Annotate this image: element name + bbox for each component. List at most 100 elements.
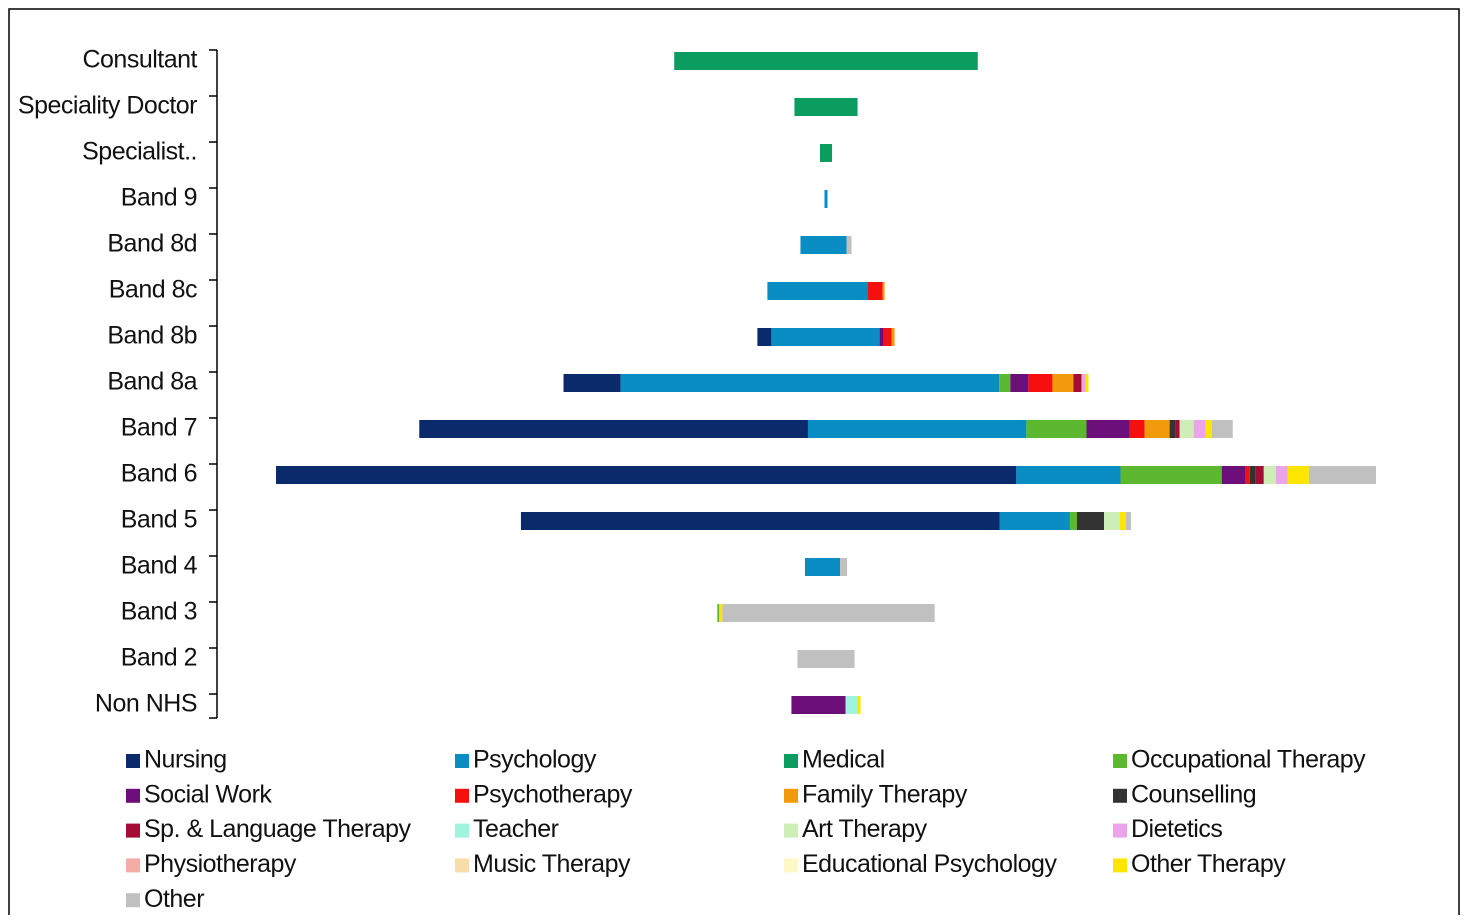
bar-segment bbox=[520, 512, 1000, 530]
bar-segment bbox=[1144, 420, 1170, 438]
legend-swatch bbox=[126, 823, 140, 838]
bar-segment bbox=[419, 420, 808, 438]
y-tick-label: Band 8c bbox=[109, 276, 197, 304]
y-tick-label: Band 3 bbox=[121, 598, 197, 626]
legend-swatch bbox=[784, 823, 798, 838]
bar-segment bbox=[719, 604, 723, 622]
bar-segment bbox=[1052, 374, 1074, 392]
bar-segment bbox=[791, 696, 846, 714]
bar-segment bbox=[1179, 420, 1194, 438]
bar-segment bbox=[857, 696, 861, 714]
bar-segment bbox=[1175, 420, 1180, 438]
bar-segment bbox=[819, 144, 833, 162]
bar-segment bbox=[1249, 466, 1256, 484]
bar-segment bbox=[999, 512, 1070, 530]
y-tick-label: Band 8d bbox=[107, 230, 197, 258]
legend-swatch bbox=[126, 788, 140, 803]
bar-segment bbox=[804, 558, 841, 576]
legend-swatch bbox=[455, 823, 469, 838]
bar-segment bbox=[882, 282, 885, 300]
legend-label: Educational Psychology bbox=[802, 850, 1057, 878]
bar-segment bbox=[717, 604, 720, 622]
bar-segment bbox=[722, 604, 935, 622]
legend-label: Music Therapy bbox=[473, 850, 631, 878]
bar-segment bbox=[1169, 420, 1176, 438]
y-tick-label: Speciality Doctor bbox=[18, 92, 197, 120]
legend-swatch bbox=[1113, 754, 1127, 768]
bar-segment bbox=[1245, 466, 1250, 484]
bar-segment bbox=[879, 328, 884, 346]
bar-segment bbox=[1308, 466, 1376, 484]
bar-segment bbox=[1016, 466, 1121, 484]
bar-segment bbox=[1255, 466, 1264, 484]
legend-label: Social Work bbox=[144, 780, 272, 808]
y-tick-label: Band 2 bbox=[121, 644, 197, 672]
bar-segment bbox=[563, 374, 621, 392]
legend-swatch bbox=[126, 858, 140, 873]
bar-segment bbox=[1104, 512, 1121, 530]
bar-segment bbox=[1081, 374, 1086, 392]
y-tick-label: Non NHS bbox=[95, 690, 197, 718]
bar-segment bbox=[867, 282, 883, 300]
bar-segment bbox=[1211, 420, 1233, 438]
legend-label: Physiotherapy bbox=[144, 850, 297, 878]
bar-segment bbox=[1287, 466, 1309, 484]
legend-swatch bbox=[1113, 788, 1127, 803]
bar-segment bbox=[1120, 512, 1127, 530]
bar-segment bbox=[891, 328, 895, 346]
legend-swatch bbox=[126, 893, 140, 908]
bar-segment bbox=[1263, 466, 1276, 484]
bar-segment bbox=[1010, 374, 1029, 392]
legend-label: Other Therapy bbox=[1131, 850, 1286, 878]
bar-segment bbox=[1126, 512, 1132, 530]
y-tick-label: Band 7 bbox=[121, 414, 197, 442]
legend-label: Dietetics bbox=[1131, 815, 1222, 843]
legend-swatch bbox=[455, 788, 469, 803]
legend-label: Psychology bbox=[473, 746, 597, 774]
y-tick-label: Band 9 bbox=[121, 184, 197, 212]
legend-label: Counselling bbox=[1131, 780, 1256, 808]
legend-swatch bbox=[126, 754, 140, 768]
legend-label: Occupational Therapy bbox=[1131, 746, 1366, 774]
frame bbox=[8, 8, 1460, 920]
legend-swatch bbox=[1113, 823, 1127, 838]
y-tick-label: Consultant bbox=[82, 46, 197, 74]
bar-segment bbox=[1221, 466, 1246, 484]
bar-segment bbox=[674, 52, 978, 70]
bar-segment bbox=[999, 374, 1011, 392]
bar-segment bbox=[771, 328, 880, 346]
bar-segment bbox=[800, 236, 847, 254]
bar-segment bbox=[276, 466, 1017, 484]
legend-label: Other bbox=[144, 885, 204, 913]
bar-segment bbox=[845, 696, 858, 714]
bar-segment bbox=[794, 98, 858, 116]
legend-label: Nursing bbox=[144, 746, 227, 774]
legend-label: Family Therapy bbox=[802, 780, 968, 808]
y-tick-label: Band 5 bbox=[121, 506, 197, 534]
bar-segment bbox=[883, 328, 892, 346]
legend-label: Psychotherapy bbox=[473, 780, 633, 808]
bar-segment bbox=[846, 236, 852, 254]
legend-label: Art Therapy bbox=[802, 815, 928, 843]
bar-segment bbox=[1129, 420, 1145, 438]
bar-segment bbox=[767, 282, 868, 300]
legend-swatch bbox=[455, 754, 469, 768]
y-tick-label: Band 6 bbox=[121, 460, 197, 488]
y-tick-label: Specialist.. bbox=[82, 138, 197, 166]
legend-swatch bbox=[784, 754, 798, 768]
bar-segment bbox=[620, 374, 1000, 392]
bar-segment bbox=[1275, 466, 1288, 484]
legend-swatch bbox=[784, 858, 798, 873]
legend-label: Teacher bbox=[473, 815, 559, 843]
legend-label: Medical bbox=[802, 746, 885, 774]
bar-segment bbox=[1086, 420, 1130, 438]
bar-segment bbox=[757, 328, 772, 346]
bar-segment bbox=[1205, 420, 1212, 438]
bar-segment bbox=[1120, 466, 1222, 484]
bar-segment bbox=[797, 650, 855, 668]
bar-segment bbox=[1028, 374, 1053, 392]
bar-segment bbox=[1069, 512, 1077, 530]
legend-swatch bbox=[1113, 858, 1127, 873]
bar-segment bbox=[1193, 420, 1206, 438]
